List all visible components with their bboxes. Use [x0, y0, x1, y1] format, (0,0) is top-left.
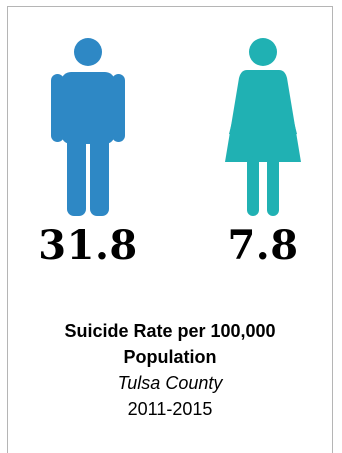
- caption-county: Tulsa County: [117, 373, 223, 393]
- female-person-icon: [223, 38, 303, 218]
- caption-years: 2011-2015: [127, 399, 213, 419]
- infographic-frame: [7, 6, 333, 453]
- female-rate-value: 7.8: [227, 222, 299, 269]
- male-rate-value: 31.8: [38, 222, 138, 269]
- caption: Suicide Rate per 100,000 Population Tuls…: [7, 318, 333, 422]
- male-person-icon: [48, 38, 128, 218]
- caption-title-line1: Suicide Rate per 100,000: [64, 321, 276, 341]
- caption-title-line2: Population: [123, 347, 217, 367]
